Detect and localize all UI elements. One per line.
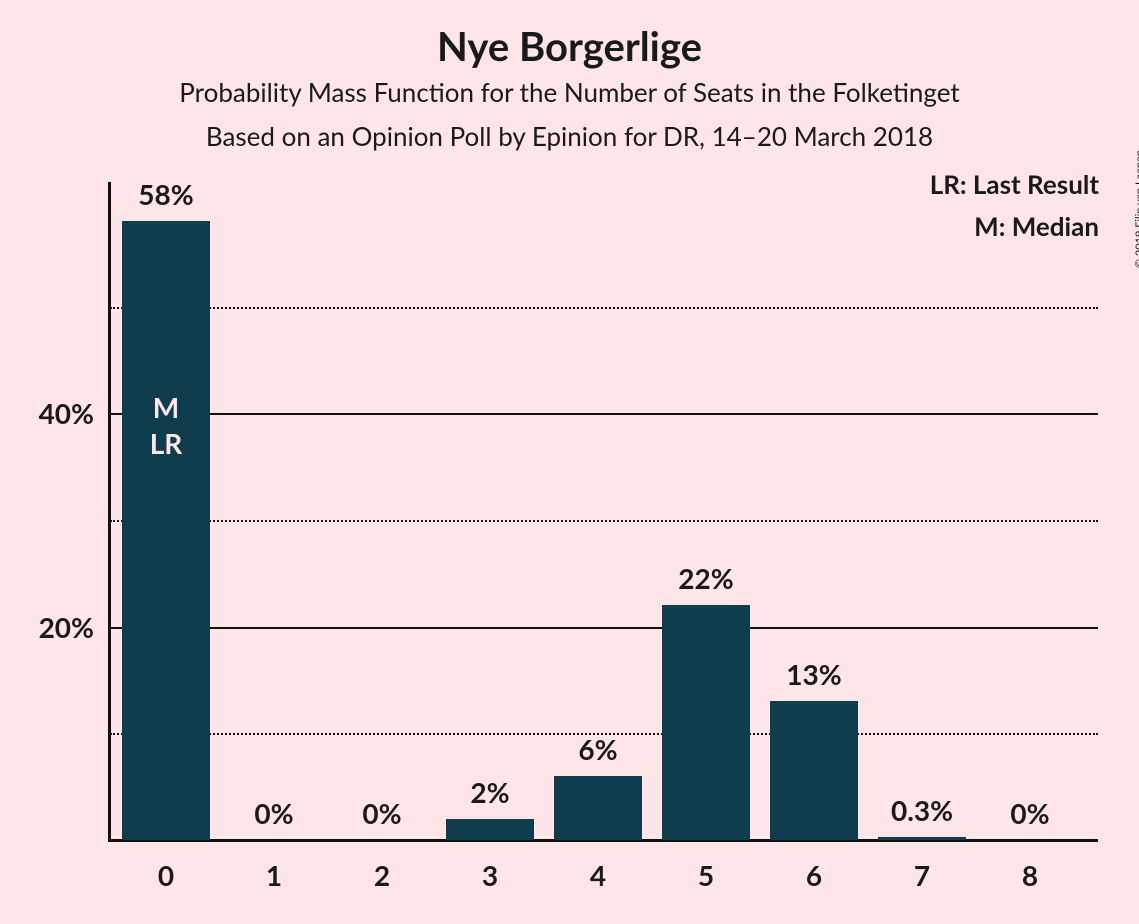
bar-value-label: 0%	[362, 796, 401, 830]
x-tick-label: 4	[568, 858, 628, 892]
bar	[122, 221, 210, 840]
legend-last-result: LR: Last Result	[930, 168, 1099, 200]
grid-major	[110, 413, 1098, 415]
grid-minor	[110, 520, 1098, 522]
y-tick-label: 40%	[4, 396, 94, 430]
x-tick-label: 2	[352, 858, 412, 892]
bar-value-label: 58%	[138, 177, 193, 211]
in-bar-label: M	[153, 390, 179, 424]
in-bar-label: LR	[150, 426, 183, 460]
copyright-text: © 2019 Filip van Laenen	[1133, 150, 1139, 268]
x-tick-label: 6	[784, 858, 844, 892]
x-tick-label: 0	[136, 858, 196, 892]
chart-title: Nye Borgerlige	[0, 22, 1139, 70]
chart-canvas: Nye Borgerlige Probability Mass Function …	[0, 0, 1139, 924]
x-tick-label: 5	[676, 858, 736, 892]
chart-subtitle-1: Probability Mass Function for the Number…	[0, 76, 1139, 108]
grid-major	[110, 627, 1098, 629]
y-tick-label: 20%	[4, 610, 94, 644]
bar	[446, 819, 534, 840]
bar	[770, 701, 858, 840]
bar	[554, 776, 642, 840]
bar-value-label: 2%	[470, 775, 509, 809]
chart-subtitle-2: Based on an Opinion Poll by Epinion for …	[0, 120, 1139, 152]
bar-value-label: 13%	[786, 657, 841, 691]
bar-value-label: 0%	[1010, 796, 1049, 830]
bar-value-label: 6%	[578, 732, 617, 766]
y-axis-line	[108, 182, 111, 840]
x-tick-label: 7	[892, 858, 952, 892]
x-tick-label: 8	[1000, 858, 1060, 892]
bar	[662, 605, 750, 840]
x-tick-label: 3	[460, 858, 520, 892]
bar-value-label: 0%	[254, 796, 293, 830]
bar-value-label: 22%	[678, 561, 733, 595]
plot-area: 20%40%58%0MLR0%10%22%36%422%513%60.3%70%…	[110, 200, 1098, 840]
grid-minor	[110, 307, 1098, 309]
bar	[878, 837, 966, 840]
x-tick-label: 1	[244, 858, 304, 892]
bar-value-label: 0.3%	[891, 793, 953, 827]
